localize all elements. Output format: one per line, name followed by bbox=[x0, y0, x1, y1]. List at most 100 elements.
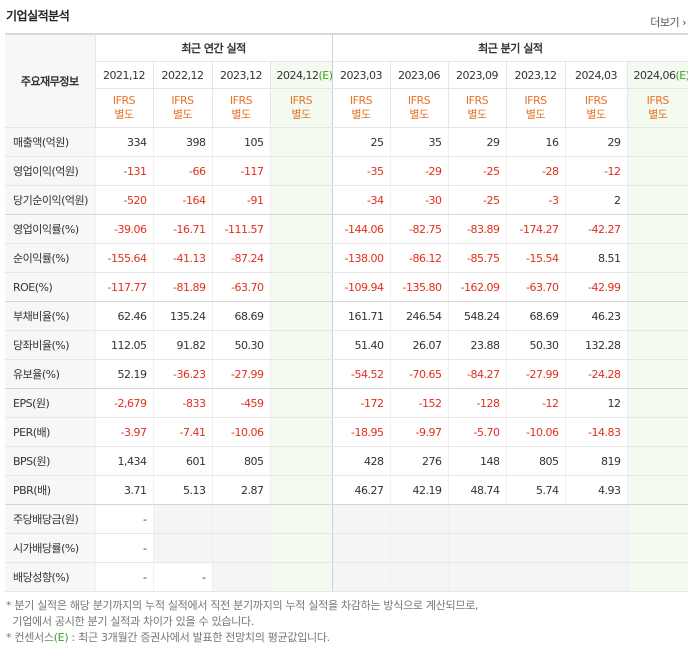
data-row: ROE(%) -117.77 -81.89 -63.70 -109.94 -135.80-… bbox=[5, 272, 689, 302]
value-cell: 16 bbox=[505, 127, 566, 157]
row-label: 배당성향(%) bbox=[5, 562, 95, 592]
value-cell: 819 bbox=[564, 446, 628, 476]
data-row: 매출액(억원) 334 398 105 25 35 29 16 29 bbox=[5, 127, 689, 157]
value-cell: 105 bbox=[211, 127, 270, 157]
note-text: * 컨센서스 bbox=[6, 631, 54, 644]
period: 2023,12 bbox=[211, 61, 270, 89]
period: 2024,03 bbox=[564, 61, 628, 89]
value-cell: 805 bbox=[211, 446, 270, 476]
basis-text: 별도 bbox=[351, 108, 371, 121]
value-cell: 148 bbox=[447, 446, 507, 476]
estimate-mark: (E) bbox=[675, 68, 689, 82]
standard-text: IFRS bbox=[524, 94, 547, 107]
value-cell: 2.87 bbox=[211, 475, 270, 505]
data-row: PER(배) -3.97 -7.41 -10.06 -18.95 -9.97 -5.70 -1… bbox=[5, 417, 689, 447]
data-row: EPS(원) -2,679 -833 -459 -172 -152 -128 -12 12 bbox=[5, 388, 689, 418]
value-cell: 246.54 bbox=[389, 301, 449, 331]
data-row: 배당성향(%) - - bbox=[5, 562, 689, 592]
empty-cell bbox=[626, 272, 689, 302]
value-cell: 428 bbox=[331, 446, 391, 476]
empty-cell bbox=[331, 533, 391, 563]
value-cell: -131 bbox=[94, 156, 153, 186]
value-cell: -87.24 bbox=[211, 243, 270, 273]
value-cell: -66 bbox=[152, 156, 212, 186]
value-cell: -83.89 bbox=[447, 214, 507, 244]
empty-cell bbox=[626, 533, 689, 563]
value-cell: -15.54 bbox=[505, 243, 566, 273]
data-row: 영업이익(억원) -131 -66 -117 -35 -29 -25 -28 -12 bbox=[5, 156, 689, 186]
value-cell: -3.97 bbox=[94, 417, 153, 447]
value-cell: -2,679 bbox=[94, 388, 153, 418]
period-text: 2021,12 bbox=[103, 68, 146, 82]
empty-cell bbox=[626, 301, 689, 331]
row-label: 순이익률(%) bbox=[5, 243, 95, 273]
empty-cell bbox=[505, 504, 566, 534]
note-line: * 분기 실적은 해당 분기까지의 누적 실적에서 직전 분기까지의 누적 실적… bbox=[6, 599, 479, 612]
row-label: PBR(배) bbox=[5, 475, 95, 505]
empty-cell bbox=[211, 562, 270, 592]
basis-text: 별도 bbox=[172, 108, 193, 121]
standard-text: IFRS bbox=[584, 94, 608, 107]
period: 2024,06(E) bbox=[626, 61, 689, 89]
more-link[interactable]: 더보기 bbox=[650, 14, 686, 30]
empty-cell bbox=[269, 446, 333, 476]
standard-text: IFRS bbox=[171, 94, 194, 107]
value-cell: -10.06 bbox=[505, 417, 566, 447]
estimate-mark: (E) bbox=[318, 68, 333, 82]
standard: IFRS 별도 bbox=[389, 88, 449, 128]
value-cell: 4.93 bbox=[564, 475, 628, 505]
value-cell: -82.75 bbox=[389, 214, 449, 244]
value-cell: -86.12 bbox=[389, 243, 449, 273]
empty-cell bbox=[626, 562, 689, 592]
table-head: 주요재무정보 최근 연간 실적 최근 분기 실적 2021,12 2022,12 2023… bbox=[5, 34, 689, 128]
empty-cell bbox=[211, 533, 270, 563]
period: 2022,12 bbox=[152, 61, 212, 89]
period-text: 2024,03 bbox=[575, 68, 618, 82]
value-cell: -25 bbox=[447, 185, 507, 215]
value-cell: -29 bbox=[389, 156, 449, 186]
empty-cell bbox=[152, 504, 212, 534]
value-cell: 334 bbox=[94, 127, 153, 157]
row-label: EPS(원) bbox=[5, 388, 95, 418]
standard-row: IFRS 별도 IFRS 별도 IFRS 별도 IFRS 별도 IFRS 별도 IFRS 별도 IFRS… bbox=[5, 88, 689, 128]
standard-text: IFRS bbox=[407, 94, 431, 107]
corner-label: 주요재무정보 bbox=[5, 34, 95, 128]
group-label: 최근 분기 실적 bbox=[331, 34, 689, 62]
empty-cell bbox=[389, 533, 449, 563]
value-cell: 25 bbox=[331, 127, 391, 157]
empty-cell bbox=[269, 214, 333, 244]
period-text: 2022,12 bbox=[161, 68, 205, 82]
value-cell: 68.69 bbox=[211, 301, 270, 331]
empty-cell bbox=[626, 243, 689, 273]
value-cell: - bbox=[94, 533, 153, 563]
row-label: 영업이익(억원) bbox=[5, 156, 95, 186]
standard: IFRS 별도 bbox=[331, 88, 391, 128]
value-cell: 91.82 bbox=[152, 330, 212, 360]
empty-cell bbox=[269, 562, 333, 592]
basis-text: 별도 bbox=[409, 108, 429, 121]
value-cell: 46.23 bbox=[564, 301, 628, 331]
value-cell: -91 bbox=[211, 185, 270, 215]
value-cell: -42.99 bbox=[564, 272, 628, 302]
value-cell: 2 bbox=[564, 185, 628, 215]
data-row: PBR(배) 3.71 5.13 2.87 46.27 42.19 48.74 5.74 4.9… bbox=[5, 475, 689, 505]
value-cell: - bbox=[94, 562, 153, 592]
value-cell: -28 bbox=[505, 156, 566, 186]
value-cell: -162.09 bbox=[447, 272, 507, 302]
empty-cell bbox=[564, 533, 628, 563]
value-cell: 23.88 bbox=[447, 330, 507, 360]
period: 2023,09 bbox=[447, 61, 507, 89]
empty-cell bbox=[626, 417, 689, 447]
data-row: 영업이익률(%) -39.06 -16.71 -111.57 -144.06 -82.75… bbox=[5, 214, 689, 244]
empty-cell bbox=[269, 359, 333, 389]
data-row: BPS(원) 1,434 601 805 428 276 148 805 819 bbox=[5, 446, 689, 476]
value-cell: - bbox=[152, 562, 212, 592]
standard: IFRS 별도 bbox=[152, 88, 212, 128]
empty-cell bbox=[626, 475, 689, 505]
empty-cell bbox=[505, 562, 566, 592]
row-label: 부채비율(%) bbox=[5, 301, 95, 331]
value-cell: -144.06 bbox=[331, 214, 391, 244]
value-cell: -54.52 bbox=[331, 359, 391, 389]
value-cell: -109.94 bbox=[331, 272, 391, 302]
